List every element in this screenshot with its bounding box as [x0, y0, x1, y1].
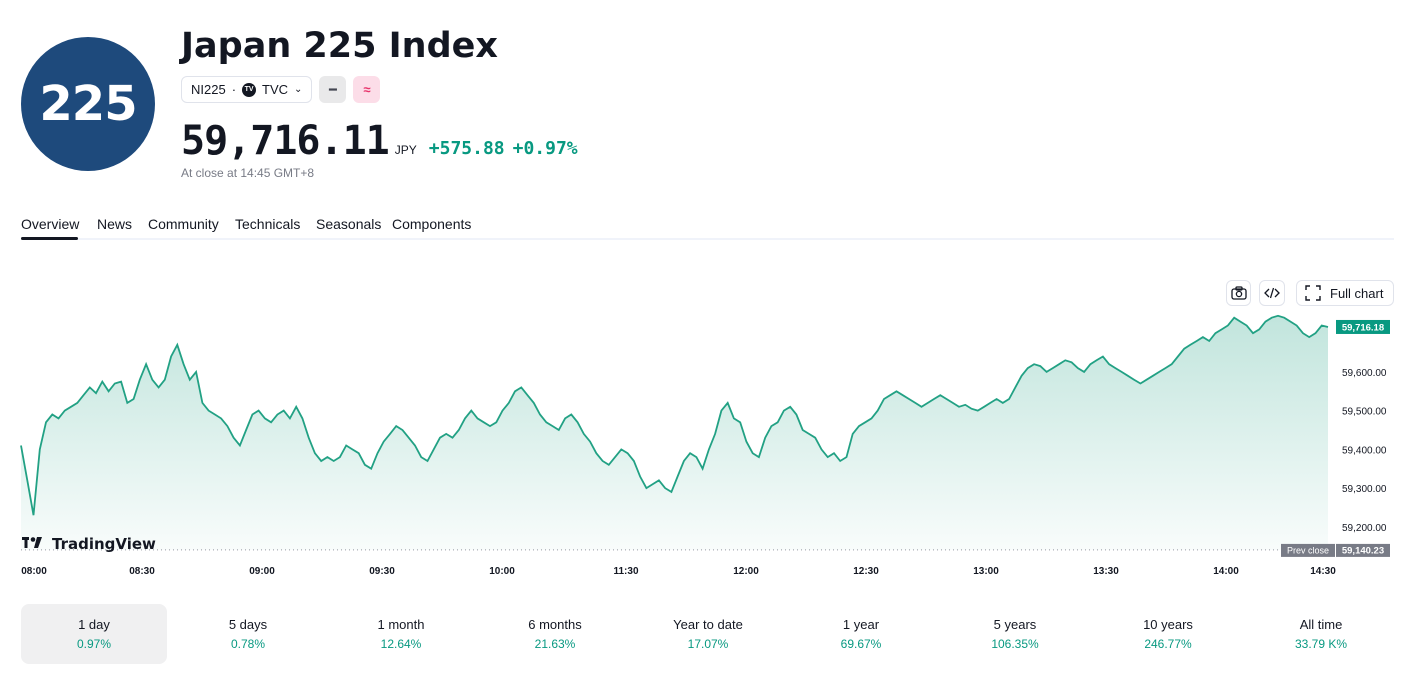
price-chart[interactable]: 59,600.00 59,500.00 59,400.00 59,300.00 59,2… [0, 300, 1416, 590]
snapshot-button[interactable] [1226, 280, 1251, 306]
code-icon [1264, 287, 1280, 299]
tab-seasonals[interactable]: Seasonals [316, 216, 382, 232]
range-1-year[interactable]: 1 year 69.67% [788, 604, 934, 664]
price-area-fill [21, 315, 1328, 550]
tab-overview[interactable]: Overview [21, 216, 80, 232]
range-1-month[interactable]: 1 month 12.64% [328, 604, 474, 664]
range-value: 21.63% [534, 637, 576, 651]
y-tick-label: 59,400.00 [1342, 445, 1387, 456]
symbol-selector[interactable]: NI225 · TV TVC ⌄ [181, 76, 313, 103]
market-close-note: At close at 14:45 GMT+8 [181, 166, 315, 180]
range-value: 0.97% [76, 637, 112, 651]
tradingview-watermark: TradingView [22, 535, 156, 553]
index-logo: 225 [21, 37, 155, 171]
range-label: 1 day [78, 617, 110, 632]
prev-close-tag [1281, 543, 1335, 557]
x-tick-label: 08:00 [21, 566, 47, 577]
tab-technicals[interactable]: Technicals [235, 216, 301, 232]
y-tick-label: 59,600.00 [1342, 368, 1387, 379]
symbol-code: NI225 [191, 82, 226, 97]
x-tick-label: 08:30 [129, 566, 155, 577]
range-label: 6 months [528, 617, 582, 632]
svg-text:TradingView: TradingView [52, 535, 156, 553]
camera-icon [1230, 286, 1247, 300]
x-tick-label: 12:00 [733, 566, 759, 577]
x-tick-label: 14:30 [1310, 566, 1336, 577]
range-label: 5 years [993, 617, 1037, 632]
tradingview-icon: TV [242, 82, 257, 97]
separator-dot: · [231, 82, 237, 97]
tab-community[interactable]: Community [148, 216, 219, 232]
x-tick-label: 09:30 [369, 566, 395, 577]
prev-close-value-tag [1336, 543, 1390, 557]
tab-components[interactable]: Components [392, 216, 472, 232]
range-value: 17.07% [687, 637, 729, 651]
price-change: +575.88 [428, 138, 505, 159]
last-price: 59,716.11 [181, 118, 390, 164]
range-label: All time [1299, 617, 1343, 632]
price-line [20, 314, 1329, 516]
range-value: 12.64% [380, 637, 422, 651]
full-chart-button[interactable]: Full chart [1296, 280, 1394, 306]
range-value: 0.78% [230, 637, 266, 651]
currency-label: JPY [394, 143, 417, 157]
range-label: 10 years [1143, 617, 1193, 632]
prev-close-tag-label: Prev close [1287, 545, 1329, 555]
tab-news[interactable]: News [97, 216, 133, 232]
period-selector: 1 day 0.97% 5 days 0.78% 1 month 12.64% 6 m… [21, 604, 1394, 664]
y-tick-label: 59,500.00 [1342, 407, 1387, 418]
exchange-name: TVC [262, 82, 289, 97]
last-price-tag [1336, 319, 1390, 334]
range-value: 33.79 K% [1294, 637, 1348, 651]
range-5-days[interactable]: 5 days 0.78% [175, 604, 321, 664]
range-year-to-date[interactable]: Year to date 17.07% [635, 604, 781, 664]
fullscreen-icon [1305, 285, 1321, 301]
range-all-time[interactable]: All time 33.79 K% [1248, 604, 1394, 664]
symbol-row: NI225 · TV TVC ⌄ ━ ≈ [181, 76, 381, 103]
market-status-badge[interactable]: ━ [319, 76, 347, 103]
active-tab-indicator [21, 237, 78, 240]
range-5-years[interactable]: 5 years 106.35% [942, 604, 1088, 664]
x-tick-label: 12:30 [853, 566, 879, 577]
section-tabs: Overview News Community Technicals Seaso… [21, 206, 1394, 240]
x-tick-label: 09:00 [249, 566, 275, 577]
y-tick-label: 59,200.00 [1342, 523, 1387, 534]
range-value: 246.77% [1144, 637, 1192, 651]
x-tick-label: 13:00 [973, 566, 999, 577]
range-10-years[interactable]: 10 years 246.77% [1095, 604, 1241, 664]
y-tick-label: 59,300.00 [1342, 484, 1387, 495]
price-row: 59,716.11 JPY +575.88 +0.97% [181, 118, 578, 164]
delayed-data-badge[interactable]: ≈ [353, 76, 381, 103]
x-tick-label: 10:00 [489, 566, 515, 577]
range-label: 1 month [377, 617, 425, 632]
range-label: Year to date [673, 617, 743, 632]
x-tick-label: 11:30 [613, 566, 638, 577]
x-tick-label: 14:00 [1213, 566, 1239, 577]
full-chart-label: Full chart [1330, 285, 1384, 301]
last-price-tag-label: 59,716.18 [1342, 322, 1384, 333]
range-6-months[interactable]: 6 months 21.63% [482, 604, 628, 664]
chevron-down-icon: ⌄ [294, 84, 303, 95]
embed-button[interactable] [1259, 280, 1285, 306]
range-label: 5 days [228, 617, 268, 632]
x-tick-label: 13:30 [1093, 566, 1119, 577]
range-label: 1 year [842, 617, 880, 632]
prev-close-value-label: 59,140.23 [1342, 545, 1384, 556]
price-change-percent: +0.97% [512, 138, 578, 159]
range-value: 69.67% [840, 637, 882, 651]
page-title: Japan 225 Index [181, 26, 498, 66]
range-1-day[interactable]: 1 day 0.97% [21, 604, 167, 664]
range-value: 106.35% [991, 637, 1039, 651]
